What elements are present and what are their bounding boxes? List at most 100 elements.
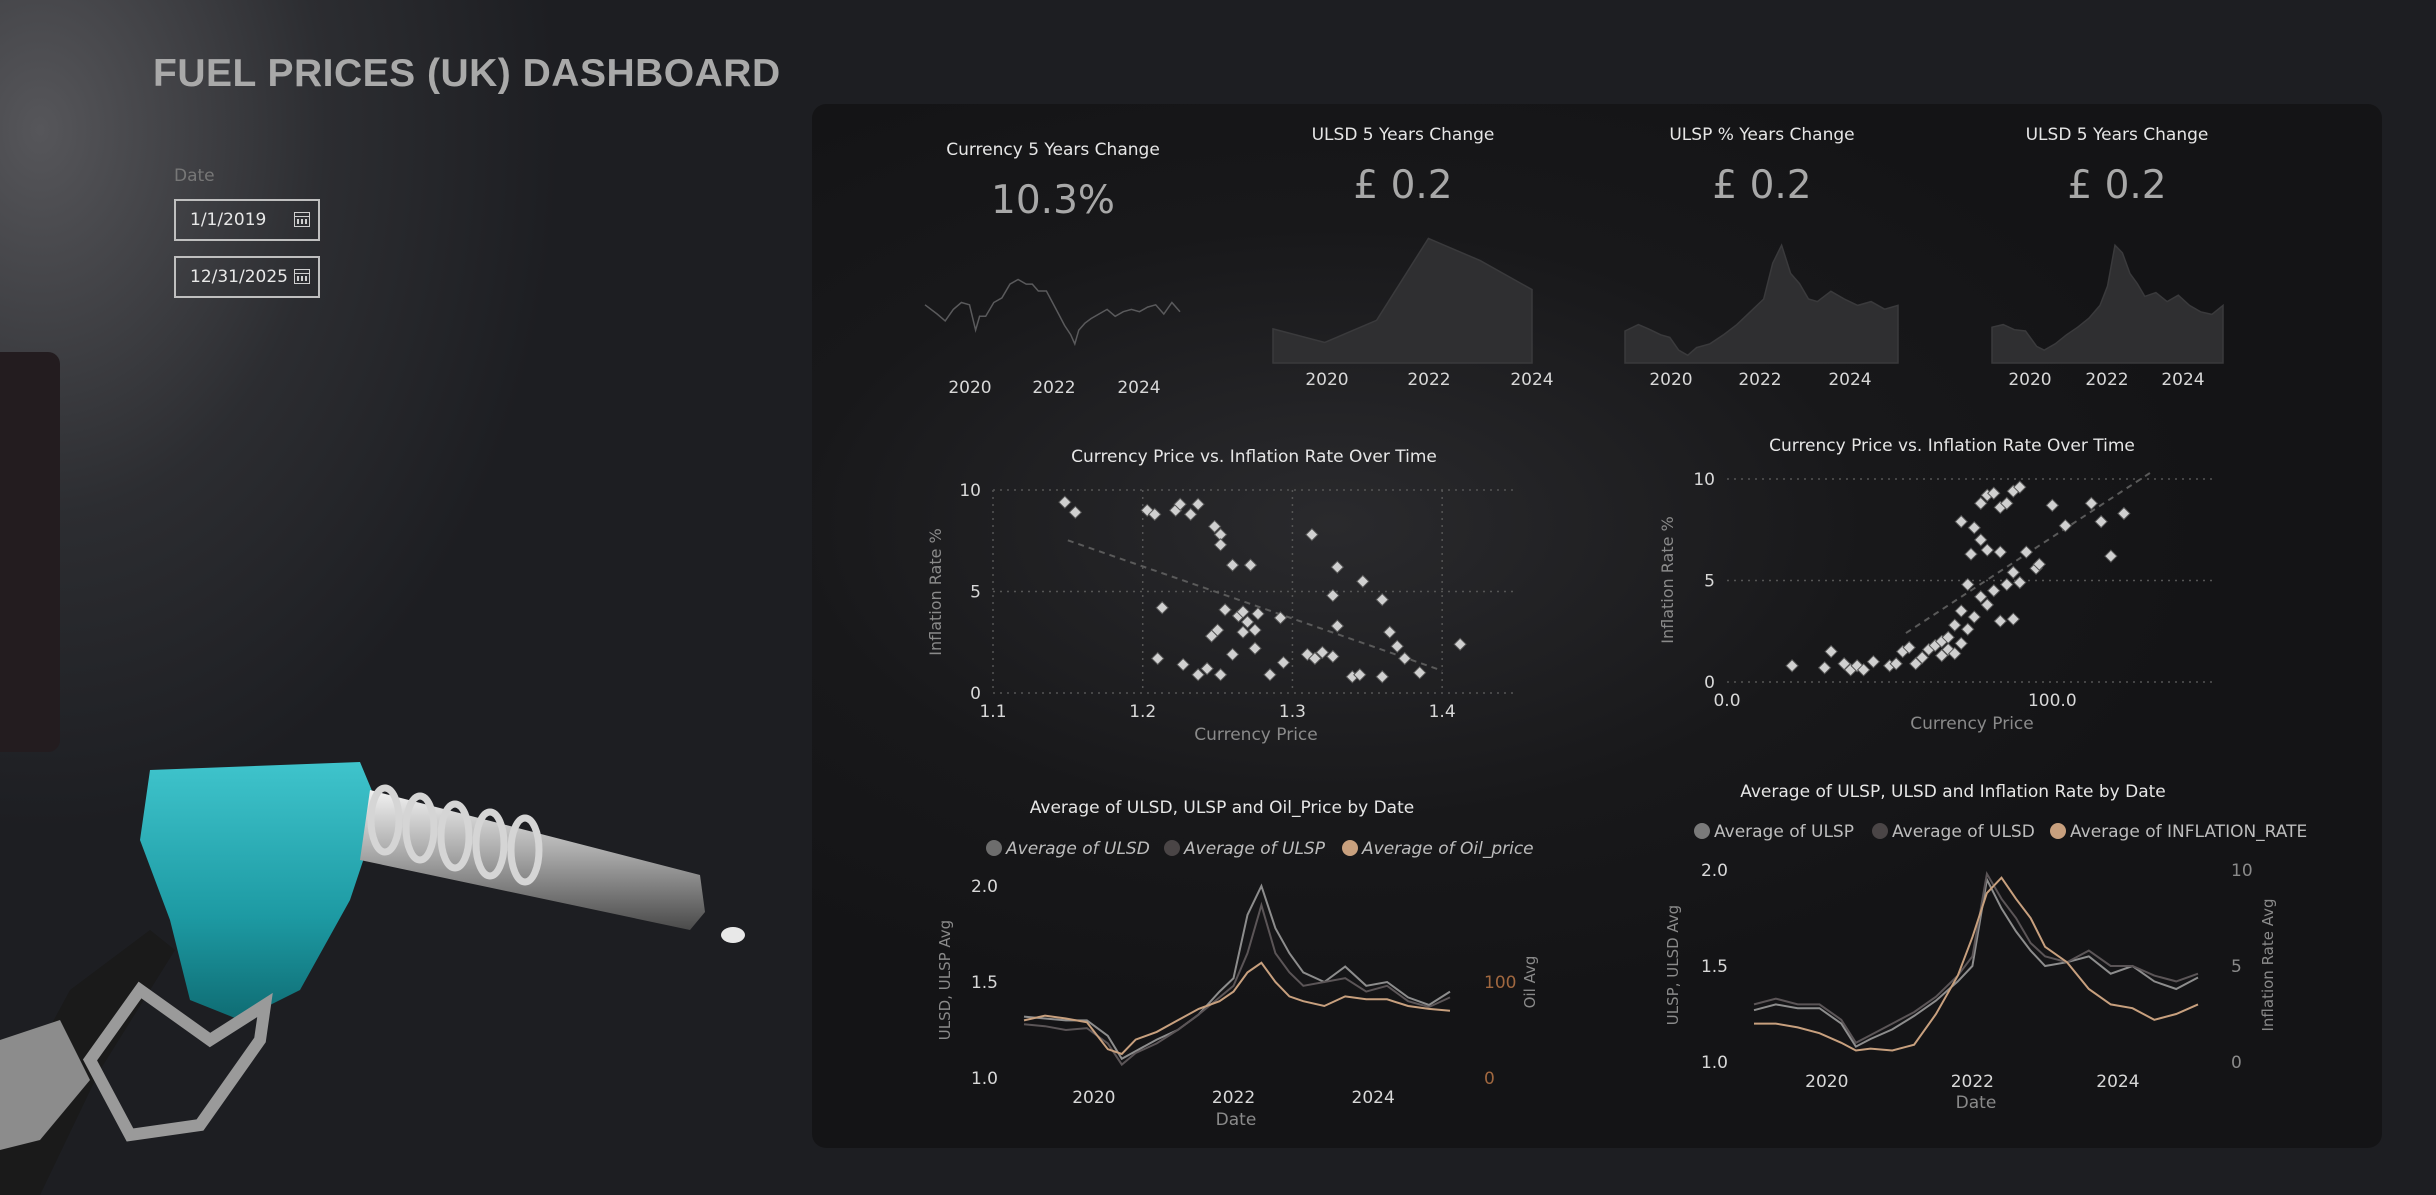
sparkline — [924, 278, 1181, 347]
x-tick-label: 2022 — [1212, 1088, 1255, 1108]
legend-label: Average of Oil_price — [1361, 839, 1534, 859]
x-tick-label: 2020 — [1805, 1072, 1848, 1092]
page-title: FUEL PRICES (UK) DASHBOARD — [153, 52, 781, 95]
x-tick-label: 2020 — [1649, 370, 1692, 390]
line2-plot: 1.0 1.5 2.0 0 5 10 2020 2022 2024 — [1701, 861, 2253, 1092]
data-point — [2000, 496, 2014, 511]
area-fill — [1272, 237, 1533, 364]
scatter1-plot: 0 5 10 1.1 1.2 1.3 1.4 — [959, 481, 1517, 722]
x-tick-label: 1.3 — [1279, 702, 1306, 722]
line1-ylabel: ULSD, ULSP Avg — [936, 920, 954, 1040]
data-point — [1987, 486, 2001, 500]
y-tick-label: 1.5 — [971, 973, 998, 993]
y-tick-label: 2.0 — [971, 877, 998, 897]
area-fill — [1624, 243, 1899, 364]
sparkline-currency: 2020 2022 2024 — [924, 278, 1181, 398]
line2-legend[interactable]: Average of ULSP Average of ULSD Average of… — [1694, 822, 2307, 842]
data-point — [1263, 668, 1277, 682]
y-tick-label: 5 — [1704, 572, 1715, 592]
x-tick-label: 2022 — [1407, 370, 1450, 390]
data-point — [2117, 506, 2131, 521]
data-point — [1225, 558, 1240, 572]
data-point — [1398, 651, 1412, 666]
data-point — [1383, 625, 1397, 639]
y2-tick-label: 10 — [2231, 861, 2253, 881]
legend-label: Average of ULSP — [1714, 822, 1854, 842]
data-point — [1967, 521, 1981, 535]
x-tick-label: 2024 — [1352, 1088, 1395, 1108]
data-point — [1954, 604, 1968, 618]
data-point — [2094, 514, 2108, 529]
x-tick-label: 2024 — [1510, 370, 1553, 390]
x-tick-label: 2022 — [1738, 370, 1781, 390]
kpi-title-ulsd: ULSD 5 Years Change — [1312, 125, 1495, 145]
series-line — [1023, 901, 1451, 1067]
data-point — [2006, 565, 2020, 580]
data-point — [1140, 503, 1154, 518]
line2-xlabel: Date — [1956, 1093, 1997, 1113]
data-point — [1315, 645, 1330, 660]
y2-tick-label: 0 — [2231, 1053, 2242, 1073]
x-tick-label: 2020 — [1305, 370, 1348, 390]
data-point — [1305, 527, 1319, 542]
x-tick-label: 0.0 — [1713, 691, 1740, 711]
calendar-icon[interactable] — [294, 212, 310, 227]
data-point — [1824, 644, 1838, 659]
data-point — [1210, 623, 1225, 637]
data-point — [1191, 497, 1205, 511]
data-point — [1954, 636, 1968, 651]
data-point — [1330, 619, 1345, 633]
x-tick-label: 2022 — [1951, 1072, 1994, 1092]
series-line — [1023, 883, 1451, 1061]
legend-marker — [986, 840, 1002, 856]
y-tick-label: 1.0 — [1701, 1053, 1728, 1073]
line2-title: Average of ULSP, ULSD and Inflation Rate… — [1740, 782, 2166, 802]
data-point — [1967, 610, 1981, 624]
data-point — [1308, 651, 1322, 666]
data-point — [1183, 507, 1198, 522]
data-point — [1326, 588, 1340, 603]
y-tick-label: 0 — [970, 684, 981, 704]
start-date-input[interactable]: 1/1/2019 — [174, 199, 320, 241]
data-point — [1326, 649, 1340, 664]
data-point — [1974, 496, 1988, 511]
data-point — [1213, 668, 1228, 682]
line1-y2label: Oil Avg — [1521, 956, 1539, 1009]
line1-plot: 1.0 1.5 2.0 0 100 2020 2022 2024 — [971, 877, 1517, 1108]
data-point — [2006, 612, 2020, 626]
sparkline-ulsp: 2020 2022 2024 — [1624, 243, 1899, 390]
scatter2-title: Currency Price vs. Inflation Rate Over T… — [1769, 436, 2135, 456]
scatter1-xlabel: Currency Price — [1194, 725, 1317, 745]
data-point — [2084, 496, 2099, 511]
data-point — [1980, 598, 1994, 612]
data-point — [1915, 650, 1929, 665]
data-point — [1176, 657, 1190, 672]
end-date-input[interactable]: 12/31/2025 — [174, 256, 320, 298]
data-point — [2013, 480, 2027, 494]
data-point — [1058, 495, 1072, 509]
data-point — [1218, 603, 1232, 617]
data-point — [1191, 668, 1205, 682]
side-strip — [0, 352, 60, 752]
data-point — [2058, 518, 2073, 533]
x-tick-label: 2024 — [2161, 370, 2204, 390]
fuel-nozzle-illustration — [0, 762, 745, 1195]
x-tick-label: 2022 — [2085, 370, 2128, 390]
kpi-title-ulsd-2: ULSD 5 Years Change — [2026, 125, 2209, 145]
data-point — [1251, 607, 1265, 621]
legend-marker — [1872, 823, 1888, 839]
data-point — [1243, 558, 1258, 572]
data-point — [1236, 605, 1250, 619]
data-point — [1785, 659, 1799, 673]
date-filter-label: Date — [174, 166, 215, 186]
x-tick-label: 2024 — [1117, 378, 1160, 398]
kpi-title-ulsp: ULSP % Years Change — [1669, 125, 1854, 145]
y-tick-label: 10 — [959, 481, 981, 501]
data-point — [2104, 549, 2118, 563]
calendar-icon[interactable] — [294, 269, 310, 284]
data-point — [1225, 647, 1240, 662]
sparkline-ulsd-2: 2020 2022 2024 — [1991, 243, 2224, 390]
line1-legend[interactable]: Average of ULSD Average of ULSP Average of… — [986, 839, 1534, 859]
line2-ylabel: ULSP, ULSD Avg — [1664, 905, 1682, 1025]
